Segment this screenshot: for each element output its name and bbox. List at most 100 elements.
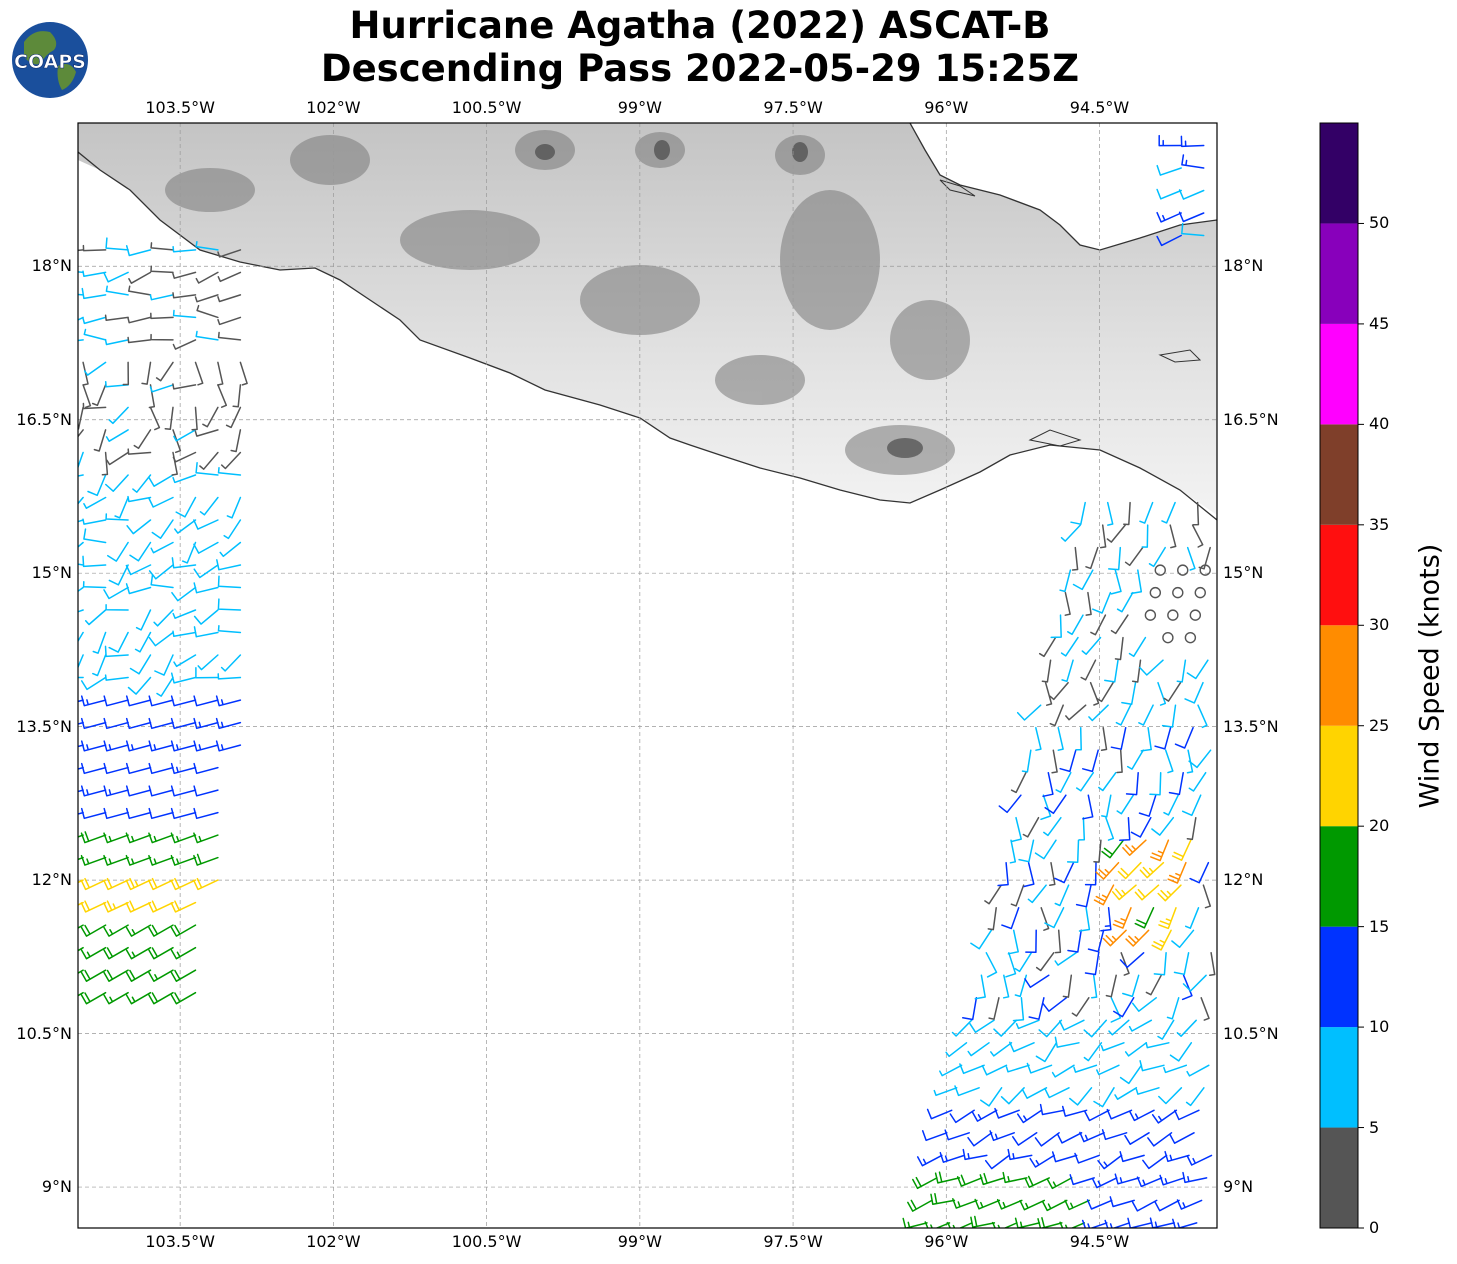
wind-barb (1186, 1064, 1210, 1077)
wind-barb (106, 451, 129, 466)
wind-barb (217, 316, 242, 326)
wind-barb (149, 384, 174, 393)
wind-barb (129, 654, 152, 675)
wind-barb (945, 1042, 968, 1058)
wind-barb (170, 900, 197, 913)
wind-barb (78, 316, 84, 321)
wind-barb (1069, 1174, 1095, 1186)
wind-barb (103, 877, 129, 891)
colorbar-tick-label: 25 (1369, 715, 1390, 735)
wind-barb (1085, 591, 1092, 616)
wind-barb (125, 924, 152, 937)
wind-barb (1156, 188, 1182, 200)
wind-barb (1054, 1036, 1080, 1048)
wind-barb (1119, 816, 1131, 842)
wind-barb (1149, 1217, 1175, 1228)
wind-barb (193, 853, 219, 866)
wind-barb (170, 924, 197, 937)
wind-barb (81, 287, 107, 300)
wind-barb (944, 1129, 970, 1141)
wind-barb (1166, 997, 1180, 1020)
coaps-logo-icon: COAPS (12, 22, 88, 98)
wind-barb (78, 811, 84, 815)
wind-barb (907, 1199, 933, 1212)
wind-barb (1111, 884, 1137, 901)
wind-barb (1061, 1105, 1088, 1117)
wind-barb (193, 626, 219, 638)
wind-barb (1062, 974, 1073, 998)
wind-barb (78, 744, 84, 748)
wind-barb (954, 1085, 980, 1097)
wind-barb (217, 361, 224, 386)
wind-barb (172, 609, 197, 619)
wind-barb (125, 969, 152, 982)
wind-barb (125, 762, 152, 775)
lat-tick-label-right: 16.5°N (1223, 409, 1279, 429)
wind-barb (1023, 861, 1035, 888)
wind-barb (1041, 1199, 1068, 1212)
wind-barb (998, 794, 1022, 814)
lon-tick-label-top: 97.5°W (763, 98, 823, 117)
wind-barb (80, 831, 107, 844)
wind-barb (127, 495, 152, 503)
wind-barb (1100, 1042, 1125, 1052)
wind-barb (125, 991, 152, 1005)
wind-barb (939, 1064, 963, 1077)
wind-barb (1158, 134, 1182, 147)
wind-barb (934, 1171, 961, 1184)
calm-wind-circle (1162, 631, 1174, 644)
wind-barb (1014, 952, 1033, 973)
wind-barb (125, 877, 152, 891)
wind-barb (1096, 681, 1114, 703)
colorbar-bin (1320, 1127, 1358, 1228)
wind-barb (1131, 997, 1157, 1012)
gulf-coastline (909, 123, 1217, 251)
wind-barb (175, 496, 197, 518)
wind-barb (217, 249, 242, 258)
wind-barb (78, 563, 84, 566)
wind-barb (959, 1063, 985, 1075)
wind-barb (990, 1042, 1013, 1057)
wind-barb (1071, 997, 1090, 1017)
wind-barb (1142, 1154, 1168, 1170)
lon-tick-label-top: 94.5°W (1069, 98, 1130, 117)
wind-barb (1093, 884, 1115, 906)
wind-barb (103, 740, 129, 752)
wind-barb (1159, 1174, 1185, 1186)
wind-barb (951, 1019, 973, 1037)
wind-barb (1102, 929, 1127, 947)
wind-barb (1092, 591, 1112, 614)
wind-barb (1124, 546, 1144, 567)
wind-barb (148, 854, 174, 866)
wind-barb (172, 630, 197, 637)
wind-barb (1080, 659, 1097, 681)
colorbar-tick-label: 50 (1369, 213, 1390, 233)
wind-barb (1014, 1217, 1041, 1228)
wind-barb (103, 695, 129, 707)
wind-barb (217, 467, 242, 476)
wind-barb (80, 740, 107, 752)
calm-wind-circle (1172, 586, 1184, 599)
colorbar-bin (1320, 725, 1358, 827)
lat-tick-label-left: 18°N (31, 256, 72, 276)
wind-barb (1184, 907, 1200, 929)
wind-barb (1105, 816, 1115, 841)
wind-barb (105, 285, 129, 296)
wind-barb (78, 856, 84, 861)
wind-barb (1198, 546, 1211, 570)
wind-barb (148, 877, 174, 891)
wind-barb (172, 271, 197, 279)
wind-barb (1186, 816, 1197, 841)
wind-barb (1059, 569, 1072, 593)
wind-barb (103, 717, 129, 730)
wind-barb (1097, 1154, 1123, 1170)
wind-barb (1042, 771, 1054, 798)
lon-tick-label-bottom: 99°W (617, 1232, 662, 1251)
wind-barb (1127, 1217, 1153, 1228)
wind-barb (82, 270, 107, 278)
wind-barb (80, 924, 107, 937)
wind-barb (193, 877, 219, 891)
colorbar-tick-label: 5 (1369, 1117, 1380, 1137)
wind-barb (1192, 501, 1200, 526)
wind-barb (172, 292, 197, 299)
